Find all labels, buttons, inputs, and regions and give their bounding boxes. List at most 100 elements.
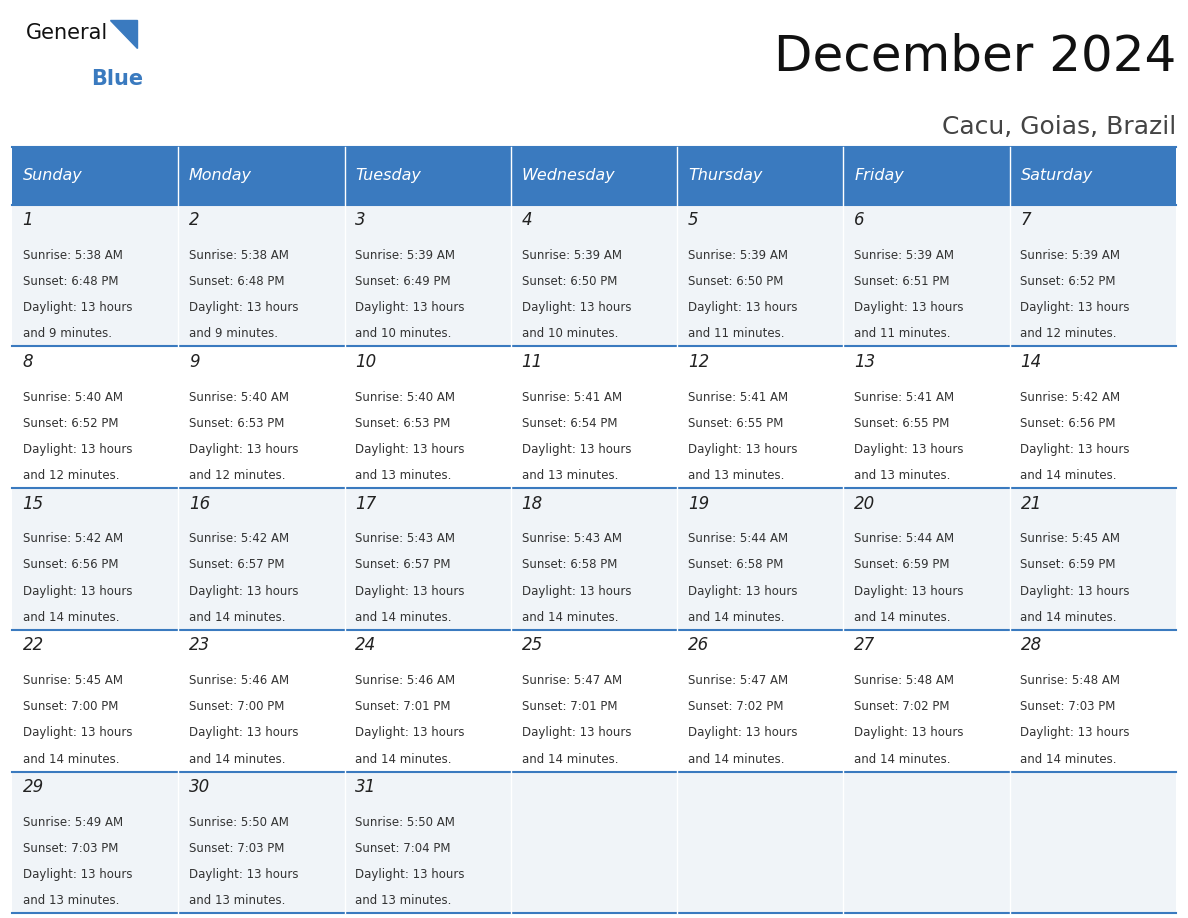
Text: Sunrise: 5:40 AM: Sunrise: 5:40 AM bbox=[355, 390, 455, 404]
Text: Sunrise: 5:38 AM: Sunrise: 5:38 AM bbox=[189, 249, 289, 262]
Text: Sunrise: 5:41 AM: Sunrise: 5:41 AM bbox=[854, 390, 954, 404]
Text: Sunrise: 5:39 AM: Sunrise: 5:39 AM bbox=[854, 249, 954, 262]
Text: and 12 minutes.: and 12 minutes. bbox=[23, 469, 119, 482]
Text: and 9 minutes.: and 9 minutes. bbox=[189, 328, 278, 341]
Text: Daylight: 13 hours: Daylight: 13 hours bbox=[1020, 585, 1130, 598]
Text: Sunset: 6:56 PM: Sunset: 6:56 PM bbox=[23, 558, 118, 572]
Text: 26: 26 bbox=[688, 636, 709, 655]
Text: 20: 20 bbox=[854, 495, 876, 512]
Text: Sunset: 7:03 PM: Sunset: 7:03 PM bbox=[23, 842, 118, 855]
Text: Sunset: 6:50 PM: Sunset: 6:50 PM bbox=[688, 275, 783, 288]
Text: Daylight: 13 hours: Daylight: 13 hours bbox=[688, 443, 797, 456]
Text: 9: 9 bbox=[189, 353, 200, 371]
Text: Sunset: 7:00 PM: Sunset: 7:00 PM bbox=[189, 700, 284, 713]
Text: Daylight: 13 hours: Daylight: 13 hours bbox=[189, 301, 298, 314]
FancyBboxPatch shape bbox=[511, 147, 677, 205]
Text: Daylight: 13 hours: Daylight: 13 hours bbox=[189, 585, 298, 598]
Text: Sunrise: 5:46 AM: Sunrise: 5:46 AM bbox=[355, 674, 455, 687]
Text: and 14 minutes.: and 14 minutes. bbox=[522, 610, 618, 624]
FancyBboxPatch shape bbox=[12, 147, 178, 205]
Text: Daylight: 13 hours: Daylight: 13 hours bbox=[688, 585, 797, 598]
Text: and 13 minutes.: and 13 minutes. bbox=[189, 894, 285, 907]
Text: and 11 minutes.: and 11 minutes. bbox=[688, 328, 784, 341]
Text: 11: 11 bbox=[522, 353, 543, 371]
Text: Sunrise: 5:40 AM: Sunrise: 5:40 AM bbox=[189, 390, 289, 404]
Text: Sunset: 6:58 PM: Sunset: 6:58 PM bbox=[688, 558, 783, 572]
Text: 19: 19 bbox=[688, 495, 709, 512]
Text: Sunrise: 5:43 AM: Sunrise: 5:43 AM bbox=[355, 532, 455, 545]
Text: 29: 29 bbox=[23, 778, 44, 796]
Text: and 11 minutes.: and 11 minutes. bbox=[854, 328, 950, 341]
Text: Sunday: Sunday bbox=[23, 168, 82, 184]
Text: 21: 21 bbox=[1020, 495, 1042, 512]
Text: Sunrise: 5:50 AM: Sunrise: 5:50 AM bbox=[189, 816, 289, 829]
Text: and 14 minutes.: and 14 minutes. bbox=[1020, 610, 1117, 624]
FancyBboxPatch shape bbox=[1010, 147, 1176, 205]
Text: Daylight: 13 hours: Daylight: 13 hours bbox=[189, 443, 298, 456]
Text: and 13 minutes.: and 13 minutes. bbox=[23, 894, 119, 907]
Text: 13: 13 bbox=[854, 353, 876, 371]
Text: and 14 minutes.: and 14 minutes. bbox=[23, 610, 119, 624]
Text: General: General bbox=[26, 23, 108, 43]
Text: Daylight: 13 hours: Daylight: 13 hours bbox=[688, 726, 797, 739]
Text: Daylight: 13 hours: Daylight: 13 hours bbox=[189, 726, 298, 739]
Text: 18: 18 bbox=[522, 495, 543, 512]
Text: Friday: Friday bbox=[854, 168, 904, 184]
Text: and 14 minutes.: and 14 minutes. bbox=[189, 610, 285, 624]
FancyBboxPatch shape bbox=[12, 488, 1176, 630]
Text: and 14 minutes.: and 14 minutes. bbox=[23, 753, 119, 766]
Text: Sunrise: 5:47 AM: Sunrise: 5:47 AM bbox=[688, 674, 788, 687]
Text: and 14 minutes.: and 14 minutes. bbox=[355, 753, 451, 766]
Text: and 13 minutes.: and 13 minutes. bbox=[355, 469, 451, 482]
Text: Sunset: 6:53 PM: Sunset: 6:53 PM bbox=[355, 417, 450, 430]
Text: Daylight: 13 hours: Daylight: 13 hours bbox=[522, 301, 631, 314]
Text: 28: 28 bbox=[1020, 636, 1042, 655]
Text: 25: 25 bbox=[522, 636, 543, 655]
Text: 31: 31 bbox=[355, 778, 377, 796]
Text: 2: 2 bbox=[189, 211, 200, 230]
Text: and 12 minutes.: and 12 minutes. bbox=[1020, 328, 1117, 341]
Text: 22: 22 bbox=[23, 636, 44, 655]
FancyBboxPatch shape bbox=[677, 147, 843, 205]
Text: Sunset: 6:52 PM: Sunset: 6:52 PM bbox=[23, 417, 118, 430]
Text: 8: 8 bbox=[23, 353, 33, 371]
Text: Sunset: 7:03 PM: Sunset: 7:03 PM bbox=[1020, 700, 1116, 713]
Text: 12: 12 bbox=[688, 353, 709, 371]
Text: Sunset: 7:04 PM: Sunset: 7:04 PM bbox=[355, 842, 450, 855]
Text: Sunrise: 5:47 AM: Sunrise: 5:47 AM bbox=[522, 674, 621, 687]
Text: Sunrise: 5:48 AM: Sunrise: 5:48 AM bbox=[1020, 674, 1120, 687]
Text: 3: 3 bbox=[355, 211, 366, 230]
Text: Sunset: 6:53 PM: Sunset: 6:53 PM bbox=[189, 417, 284, 430]
Text: Sunrise: 5:44 AM: Sunrise: 5:44 AM bbox=[854, 532, 954, 545]
Text: Daylight: 13 hours: Daylight: 13 hours bbox=[355, 301, 465, 314]
Text: Sunrise: 5:49 AM: Sunrise: 5:49 AM bbox=[23, 816, 122, 829]
Text: Sunrise: 5:50 AM: Sunrise: 5:50 AM bbox=[355, 816, 455, 829]
Text: 1: 1 bbox=[23, 211, 33, 230]
Text: Sunset: 6:58 PM: Sunset: 6:58 PM bbox=[522, 558, 617, 572]
Text: Sunset: 6:55 PM: Sunset: 6:55 PM bbox=[854, 417, 949, 430]
Text: 23: 23 bbox=[189, 636, 210, 655]
Text: Sunrise: 5:39 AM: Sunrise: 5:39 AM bbox=[1020, 249, 1120, 262]
Text: and 14 minutes.: and 14 minutes. bbox=[854, 753, 950, 766]
FancyBboxPatch shape bbox=[12, 630, 1176, 772]
Text: 10: 10 bbox=[355, 353, 377, 371]
Text: Sunset: 7:03 PM: Sunset: 7:03 PM bbox=[189, 842, 284, 855]
Text: and 13 minutes.: and 13 minutes. bbox=[522, 469, 618, 482]
Text: 30: 30 bbox=[189, 778, 210, 796]
Text: Sunset: 6:48 PM: Sunset: 6:48 PM bbox=[23, 275, 118, 288]
Text: Daylight: 13 hours: Daylight: 13 hours bbox=[23, 868, 132, 881]
Text: 17: 17 bbox=[355, 495, 377, 512]
Text: Sunset: 6:55 PM: Sunset: 6:55 PM bbox=[688, 417, 783, 430]
Polygon shape bbox=[110, 20, 137, 48]
Text: Daylight: 13 hours: Daylight: 13 hours bbox=[1020, 726, 1130, 739]
Text: Sunrise: 5:39 AM: Sunrise: 5:39 AM bbox=[355, 249, 455, 262]
Text: 27: 27 bbox=[854, 636, 876, 655]
Text: and 14 minutes.: and 14 minutes. bbox=[1020, 469, 1117, 482]
FancyBboxPatch shape bbox=[12, 346, 1176, 488]
Text: Cacu, Goias, Brazil: Cacu, Goias, Brazil bbox=[942, 115, 1176, 139]
Text: Daylight: 13 hours: Daylight: 13 hours bbox=[1020, 301, 1130, 314]
Text: Daylight: 13 hours: Daylight: 13 hours bbox=[355, 585, 465, 598]
Text: and 14 minutes.: and 14 minutes. bbox=[189, 753, 285, 766]
Text: Sunrise: 5:45 AM: Sunrise: 5:45 AM bbox=[1020, 532, 1120, 545]
Text: Sunset: 6:57 PM: Sunset: 6:57 PM bbox=[189, 558, 284, 572]
